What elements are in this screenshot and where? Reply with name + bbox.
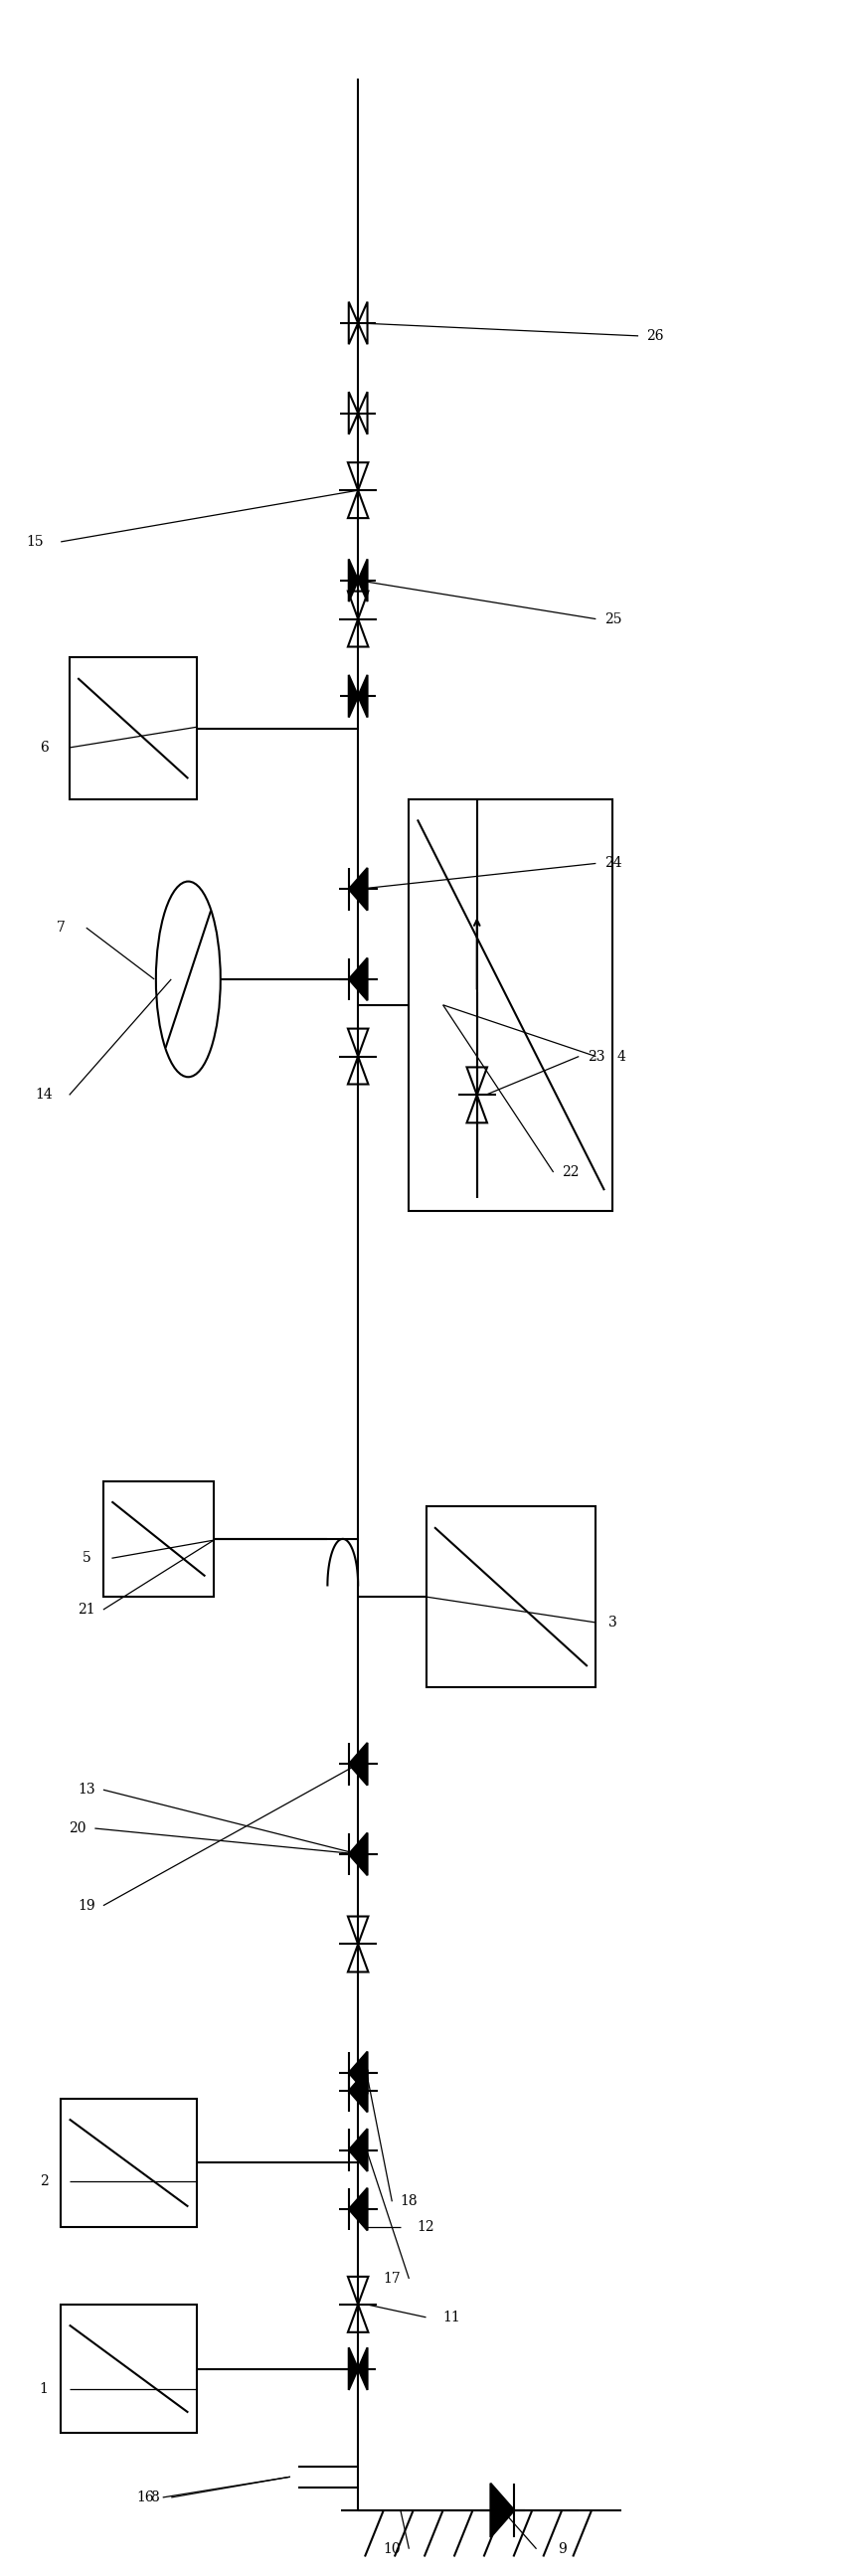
Text: 20: 20 xyxy=(69,1821,87,1834)
Polygon shape xyxy=(348,1744,367,1785)
Polygon shape xyxy=(348,2128,367,2172)
Polygon shape xyxy=(348,2069,367,2112)
Polygon shape xyxy=(348,868,367,909)
Text: 8: 8 xyxy=(150,2491,158,2504)
Text: 26: 26 xyxy=(647,330,664,343)
Polygon shape xyxy=(358,559,367,603)
Text: 23: 23 xyxy=(587,1048,605,1064)
Text: 1: 1 xyxy=(39,2383,49,2396)
Text: 15: 15 xyxy=(26,536,44,549)
Text: 7: 7 xyxy=(56,920,66,935)
Text: 21: 21 xyxy=(78,1602,95,1618)
Bar xyxy=(60,2099,197,2228)
Bar xyxy=(60,2306,197,2434)
Polygon shape xyxy=(348,958,367,999)
Text: 5: 5 xyxy=(82,1551,90,1566)
Polygon shape xyxy=(348,559,358,603)
Text: 10: 10 xyxy=(383,2543,400,2555)
Text: 13: 13 xyxy=(78,1783,95,1795)
Polygon shape xyxy=(348,301,358,345)
Polygon shape xyxy=(358,301,367,345)
Bar xyxy=(409,799,613,1211)
Polygon shape xyxy=(348,675,358,716)
Polygon shape xyxy=(348,2347,358,2391)
Text: 16: 16 xyxy=(137,2491,154,2504)
Text: 14: 14 xyxy=(35,1087,53,1103)
Polygon shape xyxy=(348,392,358,435)
Polygon shape xyxy=(348,1834,367,1875)
Bar xyxy=(69,657,197,799)
Polygon shape xyxy=(348,2187,367,2231)
Text: 4: 4 xyxy=(617,1048,625,1064)
Text: 12: 12 xyxy=(417,2221,435,2233)
Text: 24: 24 xyxy=(604,855,622,871)
Text: 17: 17 xyxy=(383,2272,400,2285)
Text: 3: 3 xyxy=(608,1615,617,1631)
Text: 11: 11 xyxy=(443,2311,460,2324)
Polygon shape xyxy=(491,2483,515,2537)
Text: 6: 6 xyxy=(39,742,49,755)
Text: 19: 19 xyxy=(78,1899,95,1911)
Polygon shape xyxy=(358,392,367,435)
Polygon shape xyxy=(358,675,367,716)
Text: 25: 25 xyxy=(604,613,621,626)
Polygon shape xyxy=(348,2050,367,2094)
Bar xyxy=(426,1507,596,1687)
Bar xyxy=(103,1481,214,1597)
Text: 9: 9 xyxy=(557,2543,567,2555)
Text: 22: 22 xyxy=(561,1164,579,1180)
Text: 2: 2 xyxy=(39,2174,49,2187)
Text: 18: 18 xyxy=(400,2195,417,2208)
Polygon shape xyxy=(358,2347,367,2391)
